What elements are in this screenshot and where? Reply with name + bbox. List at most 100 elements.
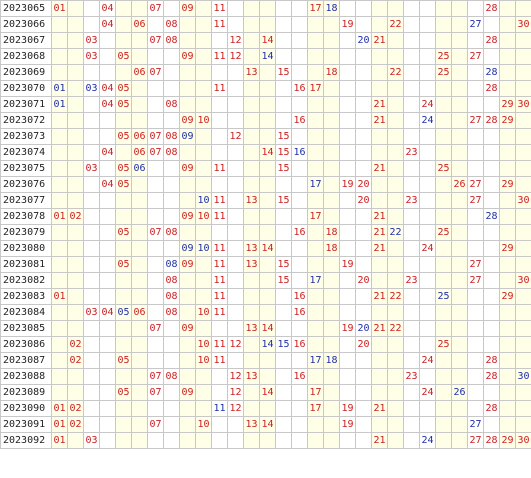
red-number-cell: 11 [211,240,228,257]
empty-cell [179,272,196,289]
empty-cell [67,144,84,161]
red-number-cell: 13 [243,240,260,257]
empty-cell [99,192,116,209]
empty-cell [51,112,68,129]
empty-cell [307,32,324,49]
empty-cell [195,16,212,33]
empty-cell [147,176,164,193]
empty-cell [115,64,132,81]
empty-cell [515,224,531,241]
empty-cell [307,192,324,209]
empty-cell [83,96,100,113]
empty-cell [387,0,404,17]
empty-cell [211,384,228,401]
red-number-cell: 21 [371,240,388,257]
empty-cell [99,432,116,449]
red-number-cell: 15 [275,128,292,145]
empty-cell [435,80,452,97]
red-number-cell: 14 [259,144,276,161]
empty-cell [483,256,500,273]
empty-cell [451,240,468,257]
empty-cell [515,288,531,305]
empty-cell [115,208,132,225]
empty-cell [483,320,500,337]
red-number-cell: 08 [163,272,180,289]
empty-cell [195,224,212,241]
red-number-cell: 15 [275,256,292,273]
empty-cell [67,320,84,337]
empty-cell [499,304,516,321]
red-number-cell: 11 [211,288,228,305]
draw-row: 2023081 05 08 09 11 13 15 19 27 [0,256,531,273]
red-number-cell: 21 [371,96,388,113]
empty-cell [243,384,260,401]
red-number-cell: 11 [211,208,228,225]
red-number-cell: 05 [115,80,132,97]
empty-cell [515,208,531,225]
empty-cell [67,160,84,177]
red-number-cell: 02 [67,208,84,225]
empty-cell [371,0,388,17]
empty-cell [163,80,180,97]
red-number-cell: 05 [115,256,132,273]
red-number-cell: 07 [147,368,164,385]
empty-cell [227,112,244,129]
blue-number-cell: 26 [451,384,468,401]
empty-cell [499,144,516,161]
empty-cell [179,288,196,305]
empty-cell [83,240,100,257]
empty-cell [243,224,260,241]
draw-row: 2023069 06 07 13 15 18 22 25 28 [0,64,531,81]
empty-cell [419,0,436,17]
red-number-cell: 06 [131,144,148,161]
red-number-cell: 23 [403,144,420,161]
empty-cell [339,96,356,113]
empty-cell [291,16,308,33]
blue-number-cell: 17 [307,352,324,369]
empty-cell [275,288,292,305]
empty-cell [515,144,531,161]
empty-cell [499,272,516,289]
blue-number-cell: 01 [51,96,68,113]
empty-cell [243,112,260,129]
red-number-cell: 11 [211,336,228,353]
red-number-cell: 28 [483,32,500,49]
red-number-cell: 28 [483,368,500,385]
empty-cell [243,304,260,321]
empty-cell [387,128,404,145]
empty-cell [515,128,531,145]
red-number-cell: 14 [259,320,276,337]
red-number-cell: 09 [179,256,196,273]
empty-cell [499,336,516,353]
empty-cell [355,80,372,97]
empty-cell [355,416,372,433]
empty-cell [499,256,516,273]
empty-cell [403,224,420,241]
empty-cell [291,192,308,209]
empty-cell [163,160,180,177]
empty-cell [451,144,468,161]
empty-cell [51,368,68,385]
empty-cell [403,160,420,177]
draw-row: 2023071 01 04 05 08 21 24 29 30 [0,96,531,113]
empty-cell [371,256,388,273]
blue-number-cell: 10 [195,240,212,257]
empty-cell [355,256,372,273]
red-number-cell: 05 [115,384,132,401]
red-number-cell: 16 [291,80,308,97]
empty-cell [147,352,164,369]
empty-cell [275,368,292,385]
red-number-cell: 28 [483,400,500,417]
empty-cell [275,432,292,449]
empty-cell [403,112,420,129]
red-number-cell: 24 [419,352,436,369]
red-number-cell: 11 [211,256,228,273]
empty-cell [467,0,484,17]
period-cell: 2023086 [0,336,52,353]
empty-cell [115,272,132,289]
red-number-cell: 17 [307,0,324,17]
empty-cell [243,48,260,65]
empty-cell [147,432,164,449]
empty-cell [211,144,228,161]
draw-row: 2023079 05 07 08 16 18 21 22 25 [0,224,531,241]
